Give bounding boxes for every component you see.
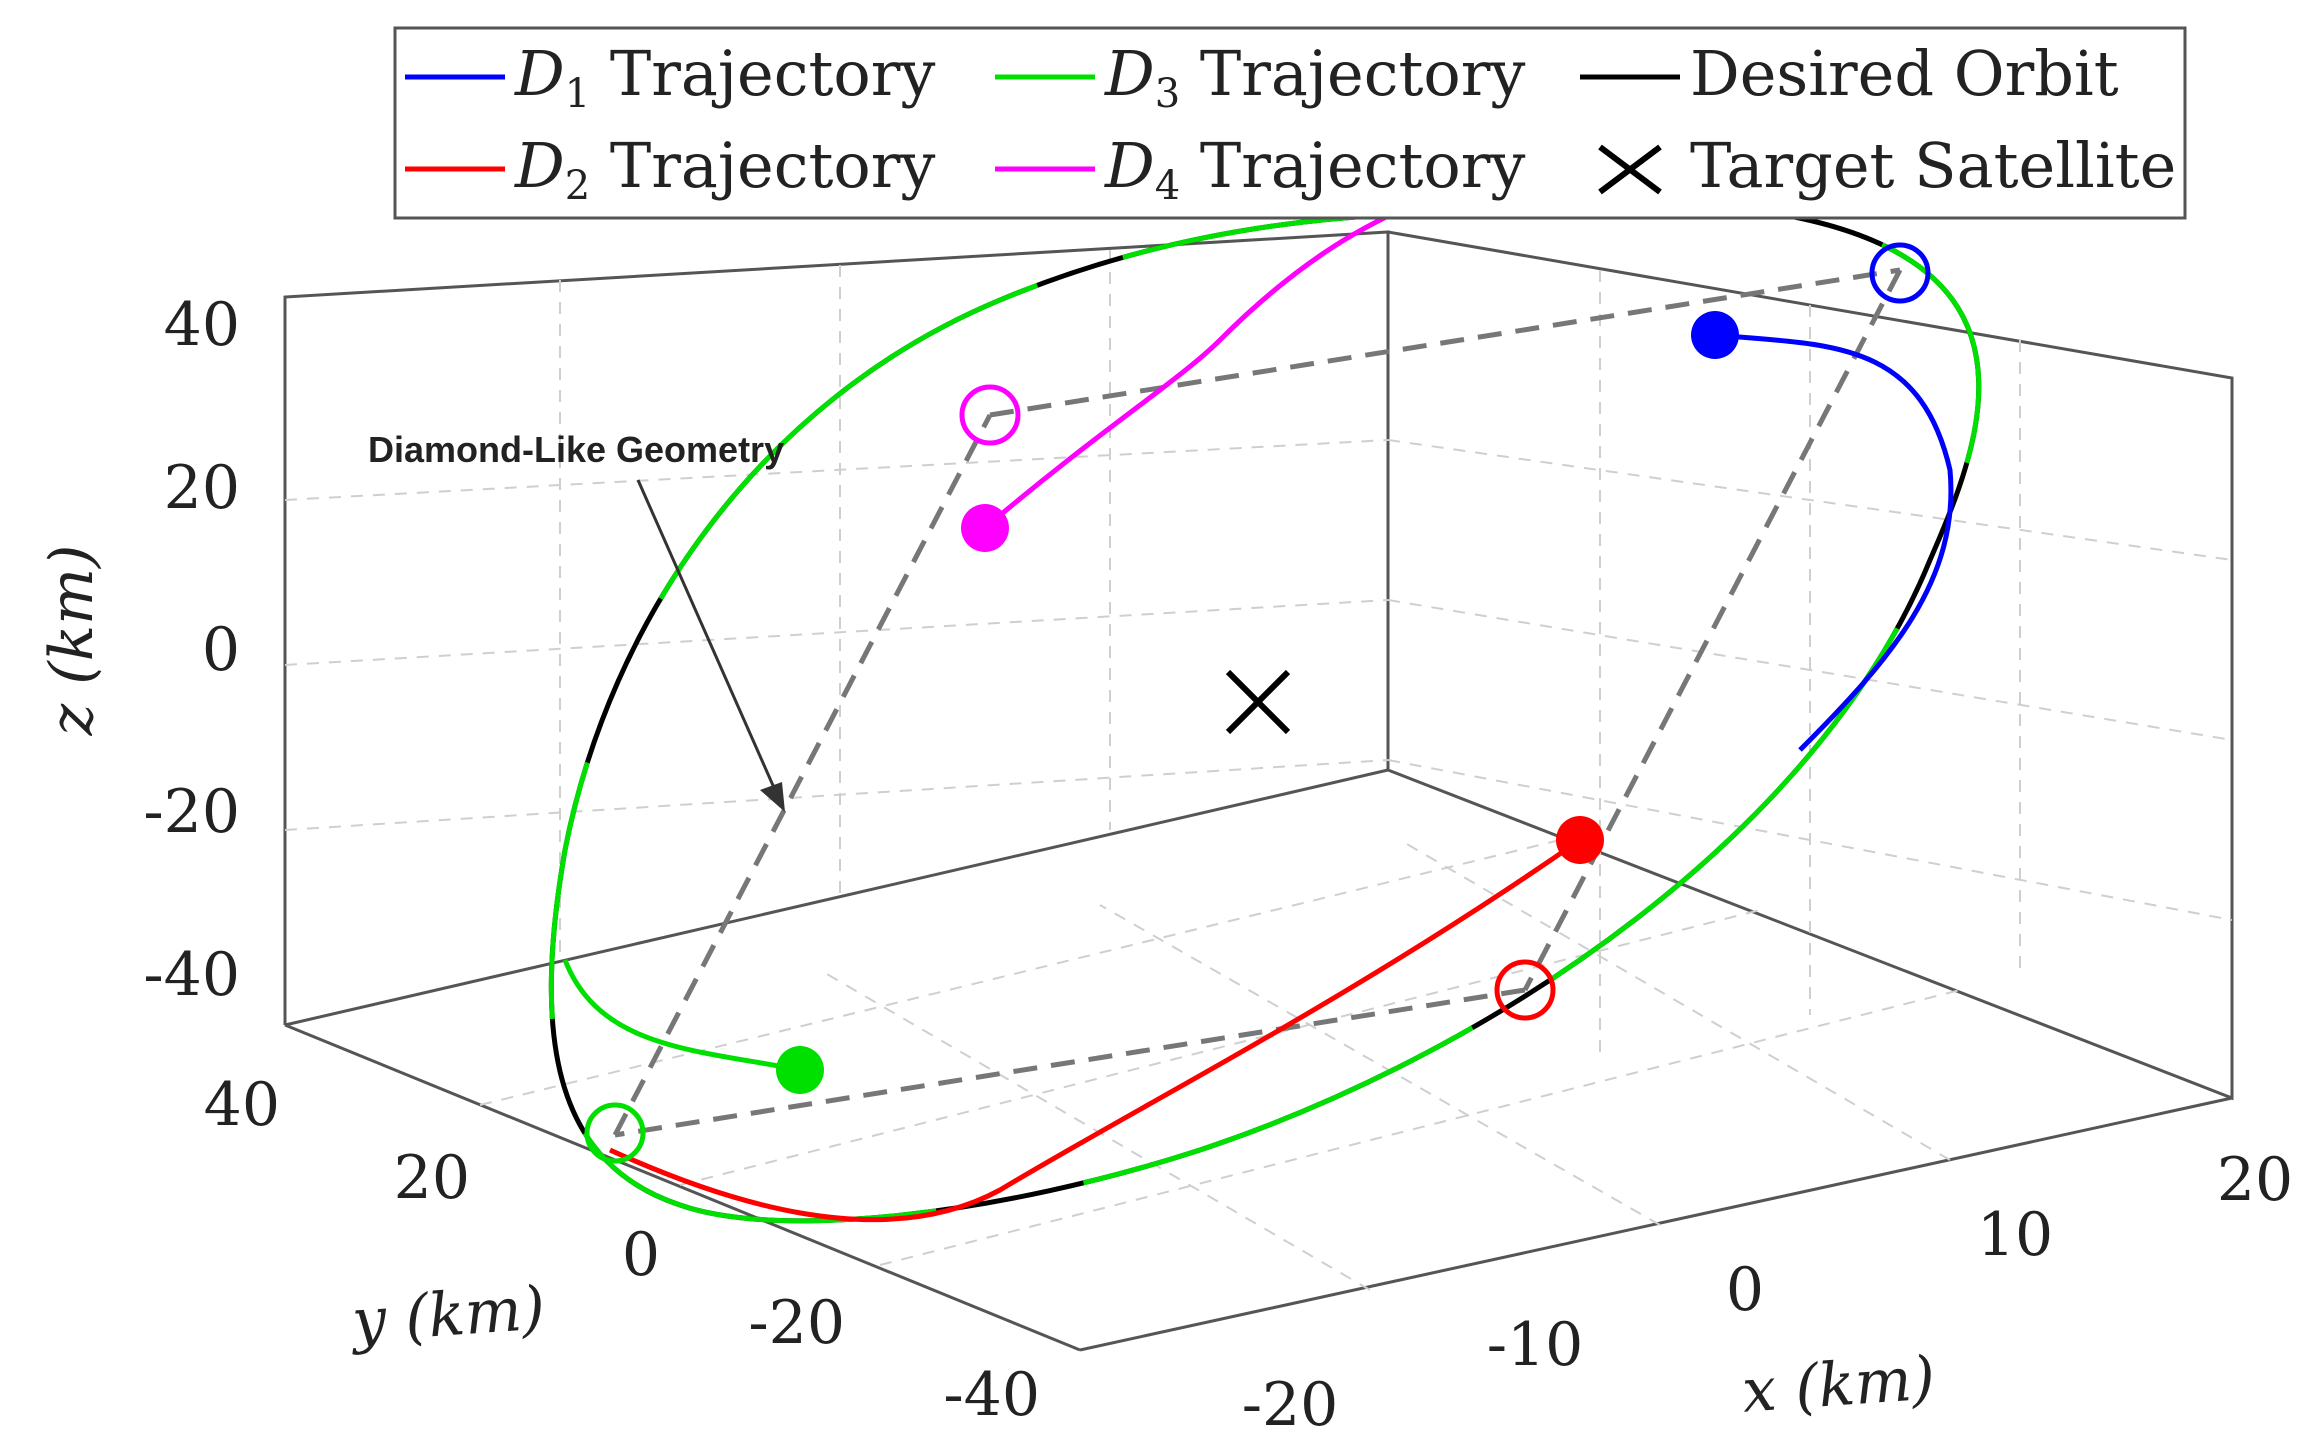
d3-end-marker	[584, 1102, 646, 1164]
legend-label: Desired Orbit	[1690, 37, 2119, 110]
y-tick-label: 0	[622, 1220, 660, 1290]
grid-lines	[284, 250, 2233, 1291]
d2-start-marker	[1556, 816, 1604, 864]
y-axis-ticks: 40 20 0 -20 -40	[204, 1070, 1040, 1430]
d1-trajectory	[1714, 332, 1954, 752]
d3-trajectory-approach	[562, 959, 801, 1073]
z-tick-label: -20	[143, 777, 240, 847]
d1-start-marker	[1691, 311, 1739, 359]
d4-start-marker	[961, 504, 1009, 552]
legend-label: D1 Trajectory	[514, 37, 935, 117]
target-satellite-marker	[1225, 669, 1291, 735]
x-tick-label: -20	[1242, 1370, 1339, 1440]
d3-start-marker	[776, 1046, 824, 1094]
x-tick-label: 20	[2217, 1145, 2293, 1215]
legend-entry: D4 Trajectory	[995, 129, 1525, 209]
x-axis-label: x (km)	[1740, 1343, 1937, 1426]
d4-trajectory	[983, 212, 1392, 530]
legend-label: Target Satellite	[1690, 129, 2176, 202]
z-axis-ticks: 40 20 0 -20 -40	[143, 290, 240, 1010]
z-tick-label: -40	[143, 940, 240, 1010]
legend-label: D4 Trajectory	[1104, 129, 1525, 209]
d4-end-marker	[959, 384, 1021, 446]
x-tick-label: 0	[1726, 1255, 1764, 1325]
x-axis-ticks: -20 -10 0 10 20	[1242, 1145, 2293, 1440]
y-tick-label: 40	[204, 1070, 280, 1140]
d2-end-marker	[1494, 959, 1556, 1021]
z-tick-label: 20	[164, 453, 240, 523]
z-tick-label: 0	[202, 615, 240, 685]
legend-entry: D3 Trajectory	[995, 37, 1525, 117]
legend-box	[393, 26, 2187, 220]
trajectory-markers	[584, 242, 1931, 1164]
x-tick-label: -10	[1487, 1310, 1584, 1380]
z-tick-label: 40	[164, 290, 240, 360]
legend-label: D3 Trajectory	[1104, 37, 1525, 117]
y-tick-label: -40	[943, 1360, 1040, 1430]
legend-label: D2 Trajectory	[514, 129, 935, 209]
y-axis-label: y (km)	[347, 1273, 547, 1357]
d2-trajectory	[608, 837, 1582, 1223]
legend-entry: D1 Trajectory	[405, 37, 935, 117]
legend-entry: D2 Trajectory	[405, 129, 935, 209]
annotation-arrow	[636, 479, 785, 812]
d1-end-marker	[1869, 242, 1931, 304]
y-tick-label: -20	[748, 1288, 845, 1358]
legend-x-marker	[1598, 144, 1662, 195]
y-tick-label: 20	[394, 1143, 470, 1213]
x-tick-label: 10	[1977, 1200, 2053, 1270]
diamond-geometry	[612, 267, 1903, 1138]
legend: D1 Trajectory D3 Trajectory Desired Orbit D…	[393, 26, 2187, 220]
z-axis-label: z (km)	[37, 545, 107, 737]
legend-entry: Target Satellite	[1598, 129, 2176, 202]
legend-entry: Desired Orbit	[1580, 37, 2119, 110]
annotation-label: Diamond-Like Geometry	[368, 429, 784, 470]
